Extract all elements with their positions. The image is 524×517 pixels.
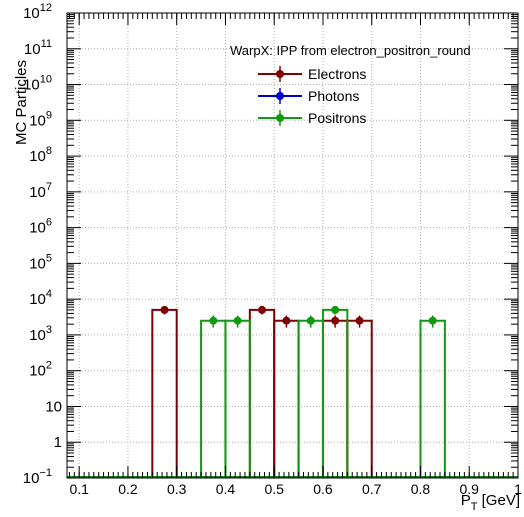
y-tick-label: 10 xyxy=(45,398,62,415)
data-point-marker xyxy=(428,316,437,325)
y-tick-base: 10 xyxy=(45,398,62,415)
data-point-marker xyxy=(160,305,169,314)
y-axis-label: MC Particles xyxy=(13,60,30,145)
x-axis-label: PT [GeV] xyxy=(461,492,520,513)
y-tick-label: 1011 xyxy=(24,38,52,58)
histogram-bar xyxy=(297,319,324,478)
y-tick-base: 10 xyxy=(29,363,46,380)
y-tick-label: 108 xyxy=(29,145,52,165)
data-point-marker xyxy=(209,316,218,325)
y-tick-exponent: 12 xyxy=(40,2,52,14)
data-point-marker xyxy=(258,305,267,314)
histogram-bar xyxy=(151,308,178,478)
axes xyxy=(66,12,519,479)
x-tick-label: 0.7 xyxy=(362,481,382,497)
y-tick-base: 10 xyxy=(29,327,46,344)
legend-swatch-marker xyxy=(276,114,284,122)
data-point-marker xyxy=(331,316,340,325)
y-tick-label: 105 xyxy=(29,252,52,272)
y-tick-exponent: 11 xyxy=(41,38,52,50)
plot-frame xyxy=(66,12,519,479)
y-tick-base: 10 xyxy=(24,41,41,58)
y-tick-exponent: 4 xyxy=(46,288,52,300)
y-tick-base: 10 xyxy=(29,255,46,272)
x-tick-label: 0.1 xyxy=(69,481,89,497)
y-tick-base: 10 xyxy=(29,220,46,237)
y-tick-exponent: 2 xyxy=(46,360,52,372)
x-tick-label: 0.3 xyxy=(167,481,187,497)
legend-title: WarpX: IPP from electron_positron_round xyxy=(230,43,471,58)
y-tick-exponent: 5 xyxy=(46,252,52,264)
histogram-bar xyxy=(346,319,373,478)
y-tick-base: 10 xyxy=(29,112,46,129)
y-tick-label: 1 xyxy=(54,434,62,451)
axis-ticks: 0.1 0.2 0.3 0.4 0.5 0.6 0.7 0.8 0.9 1101210111010… xyxy=(23,2,522,497)
x-tick-label: 0.8 xyxy=(411,481,431,497)
legend-label: Positrons xyxy=(308,110,366,126)
y-tick-base: 10 xyxy=(23,5,40,22)
data-point-marker xyxy=(233,316,242,325)
x-axis-label-main: P xyxy=(461,492,471,509)
y-tick-label: 102 xyxy=(29,360,52,380)
y-tick-label: 1012 xyxy=(23,2,52,22)
x-tick-label: 0.5 xyxy=(264,481,284,497)
histogram-bar xyxy=(321,319,349,478)
histogram-bars xyxy=(67,305,518,478)
y-tick-label: 1010 xyxy=(23,74,52,94)
x-axis-label-sub: T xyxy=(471,501,478,513)
y-tick-base: 10 xyxy=(29,148,46,165)
y-tick-base: 10 xyxy=(23,470,40,487)
y-tick-label: 109 xyxy=(29,109,52,129)
y-tick-label: 103 xyxy=(29,324,52,344)
histogram-bar xyxy=(224,319,251,478)
histogram-bar xyxy=(273,319,300,478)
legend: WarpX: IPP from electron_positron_round … xyxy=(230,43,471,126)
y-tick-exponent: 8 xyxy=(46,145,52,157)
y-tick-exponent: 6 xyxy=(46,217,52,229)
legend-label: Photons xyxy=(308,88,359,104)
data-point-marker xyxy=(355,316,364,325)
y-tick-exponent: 3 xyxy=(46,324,52,336)
y-tick-base: 1 xyxy=(54,434,62,451)
y-tick-label: 10−1 xyxy=(23,467,52,487)
y-tick-label: 106 xyxy=(29,217,52,237)
y-tick-base: 10 xyxy=(29,184,46,201)
x-tick-label: 1 xyxy=(514,481,522,497)
y-tick-label: 107 xyxy=(29,181,52,201)
data-point-marker xyxy=(282,316,291,325)
y-tick-exponent: 9 xyxy=(46,109,52,121)
data-point-marker xyxy=(331,305,340,314)
legend-label: Electrons xyxy=(308,66,366,82)
x-tick-label: 0.9 xyxy=(460,481,480,497)
data-point-marker xyxy=(306,316,315,325)
y-tick-exponent: 7 xyxy=(46,181,52,193)
y-tick-label: 104 xyxy=(29,288,52,308)
y-tick-base: 10 xyxy=(23,77,40,94)
y-tick-exponent: −1 xyxy=(39,467,52,479)
legend-swatch-marker xyxy=(276,92,284,100)
x-tick-label: 0.6 xyxy=(313,481,333,497)
x-tick-label: 0.2 xyxy=(118,481,138,497)
histogram-bar xyxy=(419,319,446,478)
y-tick-exponent: 10 xyxy=(40,74,52,86)
y-tick-base: 10 xyxy=(29,291,46,308)
x-axis-label-unit: [GeV] xyxy=(477,492,520,509)
histogram-bar xyxy=(200,319,227,478)
legend-swatch-marker xyxy=(276,70,284,78)
grid-lines xyxy=(67,13,518,478)
x-tick-label: 0.4 xyxy=(216,481,236,497)
